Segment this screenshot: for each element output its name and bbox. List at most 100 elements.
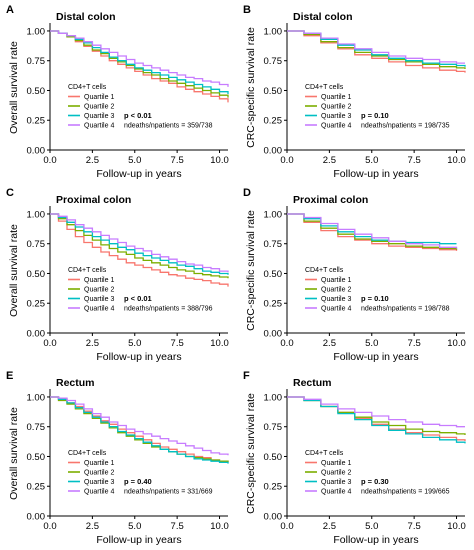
panel-letter: D xyxy=(243,187,251,199)
y-tick-label: 0.50 xyxy=(27,452,46,463)
x-tick-label: 7.5 xyxy=(408,155,421,166)
n-count-label: ndeaths/npatients = 359/738 xyxy=(124,123,213,130)
x-tick-label: 10.0 xyxy=(210,521,229,532)
y-tick-label: 0.25 xyxy=(264,482,283,493)
y-tick-label: 0.75 xyxy=(264,56,283,67)
legend-label-quartile-1: Quartile 1 xyxy=(321,460,351,467)
y-tick-label: 1.00 xyxy=(264,26,283,37)
series-line-quartile-4 xyxy=(287,213,458,249)
x-tick-label: 7.5 xyxy=(408,521,421,532)
legend-label-quartile-4: Quartile 4 xyxy=(321,123,351,130)
p-value-label: p = 0.10 xyxy=(361,294,389,303)
legend-label-quartile-1: Quartile 1 xyxy=(84,460,114,467)
legend-label-quartile-2: Quartile 2 xyxy=(321,104,351,111)
y-tick-label: 0.75 xyxy=(27,239,46,250)
x-tick-label: 7.5 xyxy=(171,521,184,532)
y-tick-label: 0.00 xyxy=(264,146,283,157)
legend-label-quartile-1: Quartile 1 xyxy=(321,94,351,101)
panel-title: Proximal colon xyxy=(293,194,368,206)
series-line-quartile-1 xyxy=(287,396,466,441)
p-value-label: p = 0.10 xyxy=(361,111,389,120)
x-tick-label: 10.0 xyxy=(210,155,229,166)
n-count-label: ndeaths/npatients = 198/788 xyxy=(361,306,450,313)
series-line-quartile-3 xyxy=(287,396,466,444)
y-tick-label: 1.00 xyxy=(264,209,283,220)
y-tick-label: 1.00 xyxy=(264,392,283,403)
n-count-label: ndeaths/npatients = 198/735 xyxy=(361,123,450,130)
x-tick-label: 0.0 xyxy=(43,155,56,166)
p-value-label: p = 0.30 xyxy=(361,477,389,486)
y-tick-label: 0.50 xyxy=(264,86,283,97)
x-tick-label: 5.0 xyxy=(365,521,378,532)
chart-panel-d: D Proximal colon 0.00 0.25 0.50 0.75 1.00 0.0 2.… xyxy=(243,187,466,363)
legend-label-quartile-4: Quartile 4 xyxy=(84,489,114,496)
legend-title: CD4+T cells xyxy=(68,267,107,274)
x-tick-label: 2.5 xyxy=(86,155,99,166)
panel-title: Rectum xyxy=(293,377,332,389)
x-tick-label: 2.5 xyxy=(323,521,336,532)
series-line-quartile-3 xyxy=(287,213,457,245)
legend-title: CD4+T cells xyxy=(68,450,107,457)
chart-panel-c: C Proximal colon 0.00 0.25 0.50 0.75 1.00 0.0 2.… xyxy=(6,187,229,363)
x-tick-label: 2.5 xyxy=(86,521,99,532)
y-axis-label: Overall survival rate xyxy=(8,41,20,134)
x-tick-label: 7.5 xyxy=(171,155,184,166)
x-axis-label: Follow-up in years xyxy=(333,168,418,180)
x-axis-label: Follow-up in years xyxy=(333,351,418,363)
x-tick-label: 10.0 xyxy=(447,338,466,349)
y-tick-label: 0.50 xyxy=(264,452,283,463)
p-value-label: p < 0.01 xyxy=(124,111,152,120)
series-line-quartile-4 xyxy=(50,213,229,273)
y-tick-label: 0.00 xyxy=(27,329,46,340)
x-tick-label: 5.0 xyxy=(365,338,378,349)
legend-label-quartile-3: Quartile 3 xyxy=(321,479,351,486)
panel-title: Rectum xyxy=(56,377,95,389)
y-tick-label: 0.50 xyxy=(27,269,46,280)
legend-label-quartile-2: Quartile 2 xyxy=(84,470,114,477)
legend-title: CD4+T cells xyxy=(305,267,344,274)
chart-panel-a: A Distal colon 0.00 0.25 0.50 0.75 1.00 0.0 2.5 5… xyxy=(6,4,229,180)
panel-title: Distal colon xyxy=(56,11,116,23)
legend-label-quartile-2: Quartile 2 xyxy=(321,470,351,477)
y-tick-label: 1.00 xyxy=(27,209,46,220)
series-line-quartile-4 xyxy=(50,396,229,456)
legend-label-quartile-2: Quartile 2 xyxy=(321,287,351,294)
series-line-quartile-4 xyxy=(287,396,465,428)
x-tick-label: 0.0 xyxy=(280,338,293,349)
y-tick-label: 0.25 xyxy=(264,299,283,310)
y-tick-label: 1.00 xyxy=(27,392,46,403)
legend-label-quartile-4: Quartile 4 xyxy=(84,123,114,130)
legend-label-quartile-3: Quartile 3 xyxy=(321,113,351,120)
y-tick-label: 0.75 xyxy=(264,422,283,433)
panel-title: Proximal colon xyxy=(56,194,131,206)
legend-title: CD4+T cells xyxy=(305,84,344,91)
x-tick-label: 0.0 xyxy=(43,338,56,349)
y-tick-label: 0.25 xyxy=(27,482,46,493)
y-tick-label: 0.00 xyxy=(264,512,283,523)
x-tick-label: 7.5 xyxy=(408,338,421,349)
series-line-quartile-1 xyxy=(50,213,229,287)
panel-letter: F xyxy=(243,370,250,382)
y-tick-label: 0.25 xyxy=(27,116,46,127)
y-tick-label: 0.50 xyxy=(27,86,46,97)
y-axis-label: CRC-specific survival rate xyxy=(245,210,257,331)
x-tick-label: 2.5 xyxy=(323,155,336,166)
x-tick-label: 5.0 xyxy=(365,155,378,166)
series-line-quartile-3 xyxy=(287,30,466,67)
x-tick-label: 2.5 xyxy=(323,338,336,349)
legend-label-quartile-4: Quartile 4 xyxy=(321,489,351,496)
legend-label-quartile-3: Quartile 3 xyxy=(321,296,351,303)
y-tick-label: 0.00 xyxy=(27,512,46,523)
y-tick-label: 1.00 xyxy=(27,26,46,37)
n-count-label: ndeaths/npatients = 199/665 xyxy=(361,489,450,496)
y-tick-label: 0.00 xyxy=(264,329,283,340)
legend-label-quartile-3: Quartile 3 xyxy=(84,296,114,303)
chart-panel-e: E Rectum 0.00 0.25 0.50 0.75 1.00 0.0 2.5 5.0 7.5 1… xyxy=(6,370,229,546)
legend-label-quartile-4: Quartile 4 xyxy=(84,306,114,313)
chart-panel-f: F Rectum 0.00 0.25 0.50 0.75 1.00 0.0 2.5 5.0 7.5 1… xyxy=(243,370,466,546)
series-line-quartile-4 xyxy=(287,30,465,64)
series-line-quartile-4 xyxy=(50,30,229,87)
legend-title: CD4+T cells xyxy=(68,84,107,91)
y-tick-label: 0.75 xyxy=(27,56,46,67)
